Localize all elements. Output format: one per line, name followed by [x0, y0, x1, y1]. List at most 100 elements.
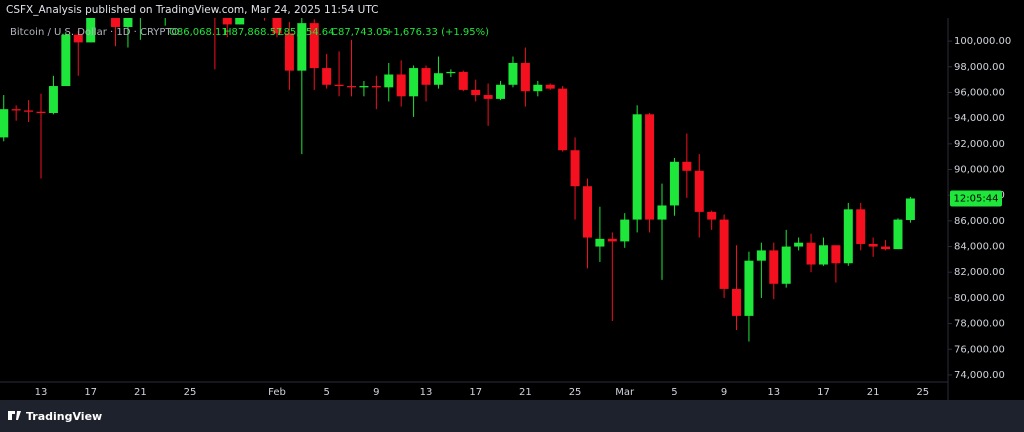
candle-body: [322, 68, 332, 85]
x-tick-label: 9: [721, 387, 727, 398]
x-tick-label: 13: [767, 387, 780, 398]
candle-body: [806, 242, 816, 265]
candle-body: [744, 260, 754, 316]
candle-body: [36, 111, 46, 114]
candle-body: [496, 84, 506, 99]
candle-body: [570, 150, 580, 187]
candle-body: [756, 250, 766, 261]
candle-body: [384, 74, 394, 88]
header-bar: [0, 0, 1024, 18]
candle-body: [483, 95, 493, 99]
x-tick-label: 25: [569, 387, 582, 398]
y-tick-label: 100,000.00: [954, 36, 1011, 47]
x-tick-label: 21: [134, 387, 147, 398]
legend-high: H87,868.57: [224, 27, 282, 38]
candle-body: [508, 62, 518, 85]
legend-close: C87,743.05: [331, 27, 389, 38]
candle-body: [347, 86, 356, 88]
y-tick-label: 90,000.00: [954, 165, 1005, 176]
candle-body: [632, 114, 642, 220]
candle-body: [284, 33, 294, 71]
candle-body: [607, 238, 617, 242]
candle-body: [669, 161, 679, 206]
candle-body: [371, 86, 381, 88]
countdown: 12:05:44: [954, 193, 999, 204]
candle-body: [123, 18, 133, 27]
x-tick-label: 13: [35, 387, 48, 398]
candle-body: [48, 86, 58, 114]
candle-body: [595, 238, 605, 247]
y-tick-label: 92,000.00: [954, 139, 1005, 150]
legend-open: O86,068.11: [169, 27, 228, 38]
candle-body: [645, 114, 655, 220]
candle-body: [471, 89, 481, 96]
y-tick-label: 74,000.00: [954, 370, 1005, 381]
y-tick-label: 76,000.00: [954, 344, 1005, 355]
legend-low: L85,854.64: [278, 27, 334, 38]
candle-body: [582, 186, 592, 238]
candle-body: [694, 170, 704, 212]
x-tick-label: 25: [916, 387, 929, 398]
brand: TradingView: [26, 410, 102, 423]
candle-body: [111, 18, 121, 27]
candle-body: [272, 18, 282, 34]
y-tick-label: 78,000.00: [954, 319, 1005, 330]
candle-body: [309, 23, 319, 69]
candle-body: [61, 34, 71, 87]
candle-body: [458, 71, 468, 90]
candle-body: [620, 219, 630, 242]
y-tick-label: 84,000.00: [954, 242, 1005, 253]
x-tick-label: 17: [84, 387, 97, 398]
candle-body: [297, 23, 307, 71]
candle-body: [843, 209, 853, 264]
candle-body: [707, 211, 717, 220]
candle-body: [222, 18, 232, 25]
candle-body: [558, 88, 568, 151]
candle-body: [719, 219, 729, 289]
y-tick-label: 86,000.00: [954, 216, 1005, 227]
x-tick-label: 9: [373, 387, 379, 398]
candle-body: [73, 34, 83, 43]
candle-body: [520, 62, 530, 92]
candle-body: [682, 161, 692, 171]
candle-body: [235, 18, 245, 25]
candle-body: [409, 68, 419, 97]
y-tick-label: 98,000.00: [954, 62, 1005, 73]
candle-body: [732, 288, 742, 316]
candle-body: [781, 246, 791, 284]
x-tick-label: 13: [420, 387, 433, 398]
x-tick-label: 25: [184, 387, 197, 398]
candle-body: [794, 242, 804, 247]
y-tick-label: 96,000.00: [954, 87, 1005, 98]
price-label-box: [950, 190, 1002, 207]
candle-body: [446, 71, 456, 74]
x-tick-label: 17: [817, 387, 830, 398]
candle-body: [545, 84, 555, 89]
candle-body: [86, 18, 96, 43]
y-tick-label: 82,000.00: [954, 267, 1005, 278]
x-tick-label: Mar: [615, 387, 635, 398]
candle-body: [359, 86, 369, 88]
candle-body: [11, 109, 21, 111]
candle-body: [396, 74, 406, 97]
candle-body: [831, 245, 841, 264]
x-tick-label: 21: [867, 387, 880, 398]
footer-bar: [0, 400, 1024, 432]
x-tick-label: 5: [671, 387, 677, 398]
candle-body: [334, 84, 344, 87]
candle-body: [0, 109, 9, 138]
symbol-title: Bitcoin / U.S. Dollar · 1D · CRYPTO: [10, 27, 180, 38]
candle-body: [421, 68, 431, 85]
x-tick-label: 5: [323, 387, 329, 398]
candle-body: [769, 250, 779, 284]
candle-body: [868, 243, 878, 247]
candle-body: [818, 245, 828, 265]
x-tick-label: 21: [519, 387, 532, 398]
x-tick-label: 17: [469, 387, 482, 398]
plot-area: [0, 18, 915, 342]
candle-body: [533, 84, 543, 92]
candle-body: [24, 110, 34, 112]
candle-body: [433, 73, 443, 85]
